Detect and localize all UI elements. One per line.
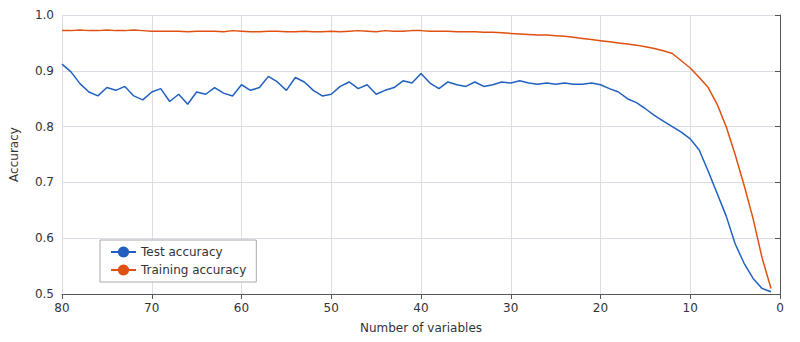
svg-text:Training accuracy: Training accuracy (140, 263, 246, 277)
svg-text:Accuracy: Accuracy (7, 127, 21, 182)
svg-text:0.9: 0.9 (35, 64, 54, 78)
svg-text:50: 50 (324, 301, 339, 315)
svg-text:0.8: 0.8 (35, 120, 54, 134)
svg-text:0.5: 0.5 (35, 287, 54, 301)
svg-text:10: 10 (683, 301, 698, 315)
svg-text:70: 70 (144, 301, 159, 315)
svg-text:40: 40 (413, 301, 428, 315)
svg-text:60: 60 (234, 301, 249, 315)
svg-text:0.7: 0.7 (35, 175, 54, 189)
svg-text:0.6: 0.6 (35, 231, 54, 245)
svg-text:30: 30 (503, 301, 518, 315)
svg-text:Test accuracy: Test accuracy (140, 245, 223, 259)
svg-text:80: 80 (54, 301, 69, 315)
svg-text:1.0: 1.0 (35, 8, 54, 22)
svg-text:20: 20 (593, 301, 608, 315)
svg-text:0: 0 (776, 301, 784, 315)
svg-text:Number of variables: Number of variables (360, 321, 482, 335)
